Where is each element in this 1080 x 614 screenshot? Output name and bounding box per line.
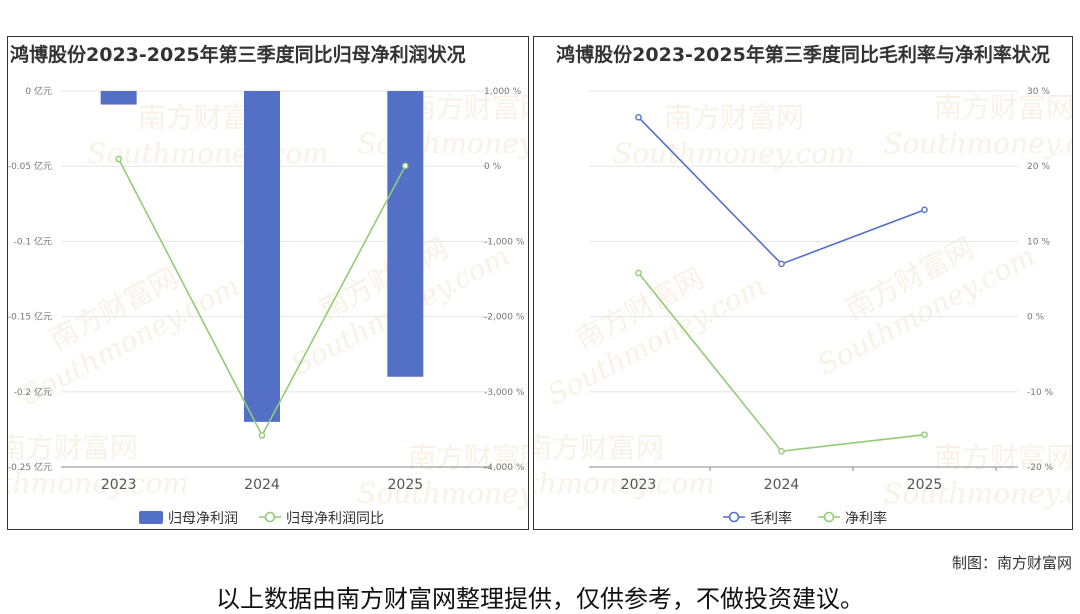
y-right-tick-label: 0 % bbox=[1027, 313, 1045, 323]
watermark-text: 南方财富网 bbox=[934, 91, 1073, 124]
right-axes: 30 % 20 % 10 % 0 % -10 % -20 % 2023 2024 2025 bbox=[589, 87, 1054, 493]
y-left-tick-label: -0.05 亿元 bbox=[8, 160, 52, 172]
x-tick-label: 2025 bbox=[388, 477, 424, 493]
legend-label: 归母净利润 bbox=[168, 510, 238, 527]
watermark-text: Southmoney.com bbox=[613, 137, 854, 170]
x-tick-label: 2023 bbox=[101, 477, 137, 493]
series-point bbox=[402, 162, 409, 170]
watermark-text: Southmoney.com bbox=[87, 137, 328, 170]
watermark-text: 南方财富网 bbox=[534, 431, 664, 464]
legend-label: 净利率 bbox=[845, 510, 887, 527]
y-right-tick-label: 1,000 % bbox=[484, 87, 522, 97]
x-tick-label: 2025 bbox=[907, 477, 943, 493]
left-line-series bbox=[115, 155, 409, 439]
disclaimer-text: 以上数据由南方财富网整理提供，仅供参考，不做投资建议。 bbox=[216, 585, 864, 613]
legend-swatch-marker bbox=[728, 511, 740, 523]
legend-swatch-marker bbox=[823, 511, 835, 523]
series-point bbox=[921, 206, 928, 214]
left-bars bbox=[100, 91, 424, 422]
legend-item-gross-margin: 毛利率 bbox=[723, 510, 792, 527]
y-left-tick-label: -0.1 亿元 bbox=[14, 235, 52, 247]
y-left-tick-label: -0.15 亿元 bbox=[8, 311, 52, 323]
y-right-tick-label: 20 % bbox=[1027, 162, 1050, 172]
legend-swatch bbox=[139, 511, 163, 524]
y-right-tick-label: -20 % bbox=[1027, 463, 1054, 473]
right-chart-panel: 鸿博股份2023-2025年第三季度同比毛利率与净利率状况 南方财富网 South… bbox=[533, 36, 1073, 530]
right-line-series bbox=[635, 114, 928, 455]
watermark-text: 南方财富网 bbox=[408, 441, 529, 474]
watermark-text: 南方财富网 bbox=[934, 441, 1073, 474]
y-right-tick-label: -10 % bbox=[1027, 388, 1054, 398]
left-chart-svg: 南方财富网Southmoney.com南方财富网Southmoney.com南方… bbox=[8, 85, 529, 527]
series-point bbox=[921, 431, 928, 438]
legend-label: 毛利率 bbox=[750, 510, 792, 527]
legend-swatch-marker bbox=[264, 511, 276, 523]
bar bbox=[100, 91, 137, 105]
watermark-text: Southmoney.com bbox=[883, 477, 1073, 510]
watermark-text: Southmoney.com bbox=[357, 127, 529, 160]
series-point bbox=[778, 447, 785, 455]
legend-item-bar: 归母净利润 bbox=[139, 510, 238, 527]
legend-item-net-margin: 净利率 bbox=[818, 510, 887, 527]
legend-item-line: 归母净利润同比 bbox=[259, 510, 384, 527]
watermark-text: 南方财富网 bbox=[408, 91, 529, 124]
series-point bbox=[258, 432, 266, 439]
y-right-tick-label: 10 % bbox=[1027, 237, 1050, 247]
x-tick-label: 2024 bbox=[764, 477, 800, 493]
watermark-text: Southmoney.com bbox=[357, 477, 529, 510]
watermark-text: 南方财富网 bbox=[8, 431, 138, 464]
y-right-tick-label: 0 % bbox=[484, 162, 502, 172]
left-legend[interactable]: 归母净利润 归母净利润同比 bbox=[139, 510, 384, 527]
watermark-text: Southmoney.com bbox=[8, 467, 189, 500]
watermark-text: Southmoney.com bbox=[883, 127, 1073, 160]
bar bbox=[387, 91, 424, 377]
chart-credit: 制图：南方财富网 bbox=[951, 554, 1072, 572]
y-right-tick-label: -3,000 % bbox=[484, 388, 525, 398]
y-left-tick-label: -0.25 亿元 bbox=[8, 461, 52, 473]
left-axes: 0 亿元 1,000 % -0.05 亿元 0 % -0.1 亿元 -1,000 % -0.… bbox=[8, 85, 525, 493]
x-tick-label: 2024 bbox=[244, 477, 280, 493]
watermark-text: Southmoney.com bbox=[534, 467, 715, 500]
y-right-tick-label: -1,000 % bbox=[484, 237, 525, 247]
y-left-tick-label: 0 亿元 bbox=[25, 85, 52, 97]
series-point bbox=[635, 269, 642, 277]
y-right-tick-label: -4,000 % bbox=[484, 463, 525, 473]
series-point bbox=[635, 114, 642, 121]
legend-label: 归母净利润同比 bbox=[286, 510, 384, 527]
right-chart-title: 鸿博股份2023-2025年第三季度同比毛利率与净利率状况 bbox=[556, 44, 1050, 66]
x-tick-label: 2023 bbox=[621, 477, 657, 493]
watermark-text: 南方财富网 bbox=[664, 101, 804, 134]
bar bbox=[244, 91, 280, 422]
y-right-tick-label: -2,000 % bbox=[484, 313, 525, 323]
series-point bbox=[778, 260, 785, 268]
y-right-tick-label: 30 % bbox=[1027, 87, 1050, 97]
left-chart-panel: 鸿博股份2023-2025年第三季度同比归母净利润状况 南方财富网 Southmo… bbox=[7, 36, 529, 530]
series-point bbox=[115, 155, 122, 163]
right-legend[interactable]: 毛利率 净利率 bbox=[723, 510, 887, 527]
y-left-tick-label: -0.2 亿元 bbox=[14, 386, 52, 398]
left-chart-title: 鸿博股份2023-2025年第三季度同比归母净利润状况 bbox=[10, 44, 466, 66]
